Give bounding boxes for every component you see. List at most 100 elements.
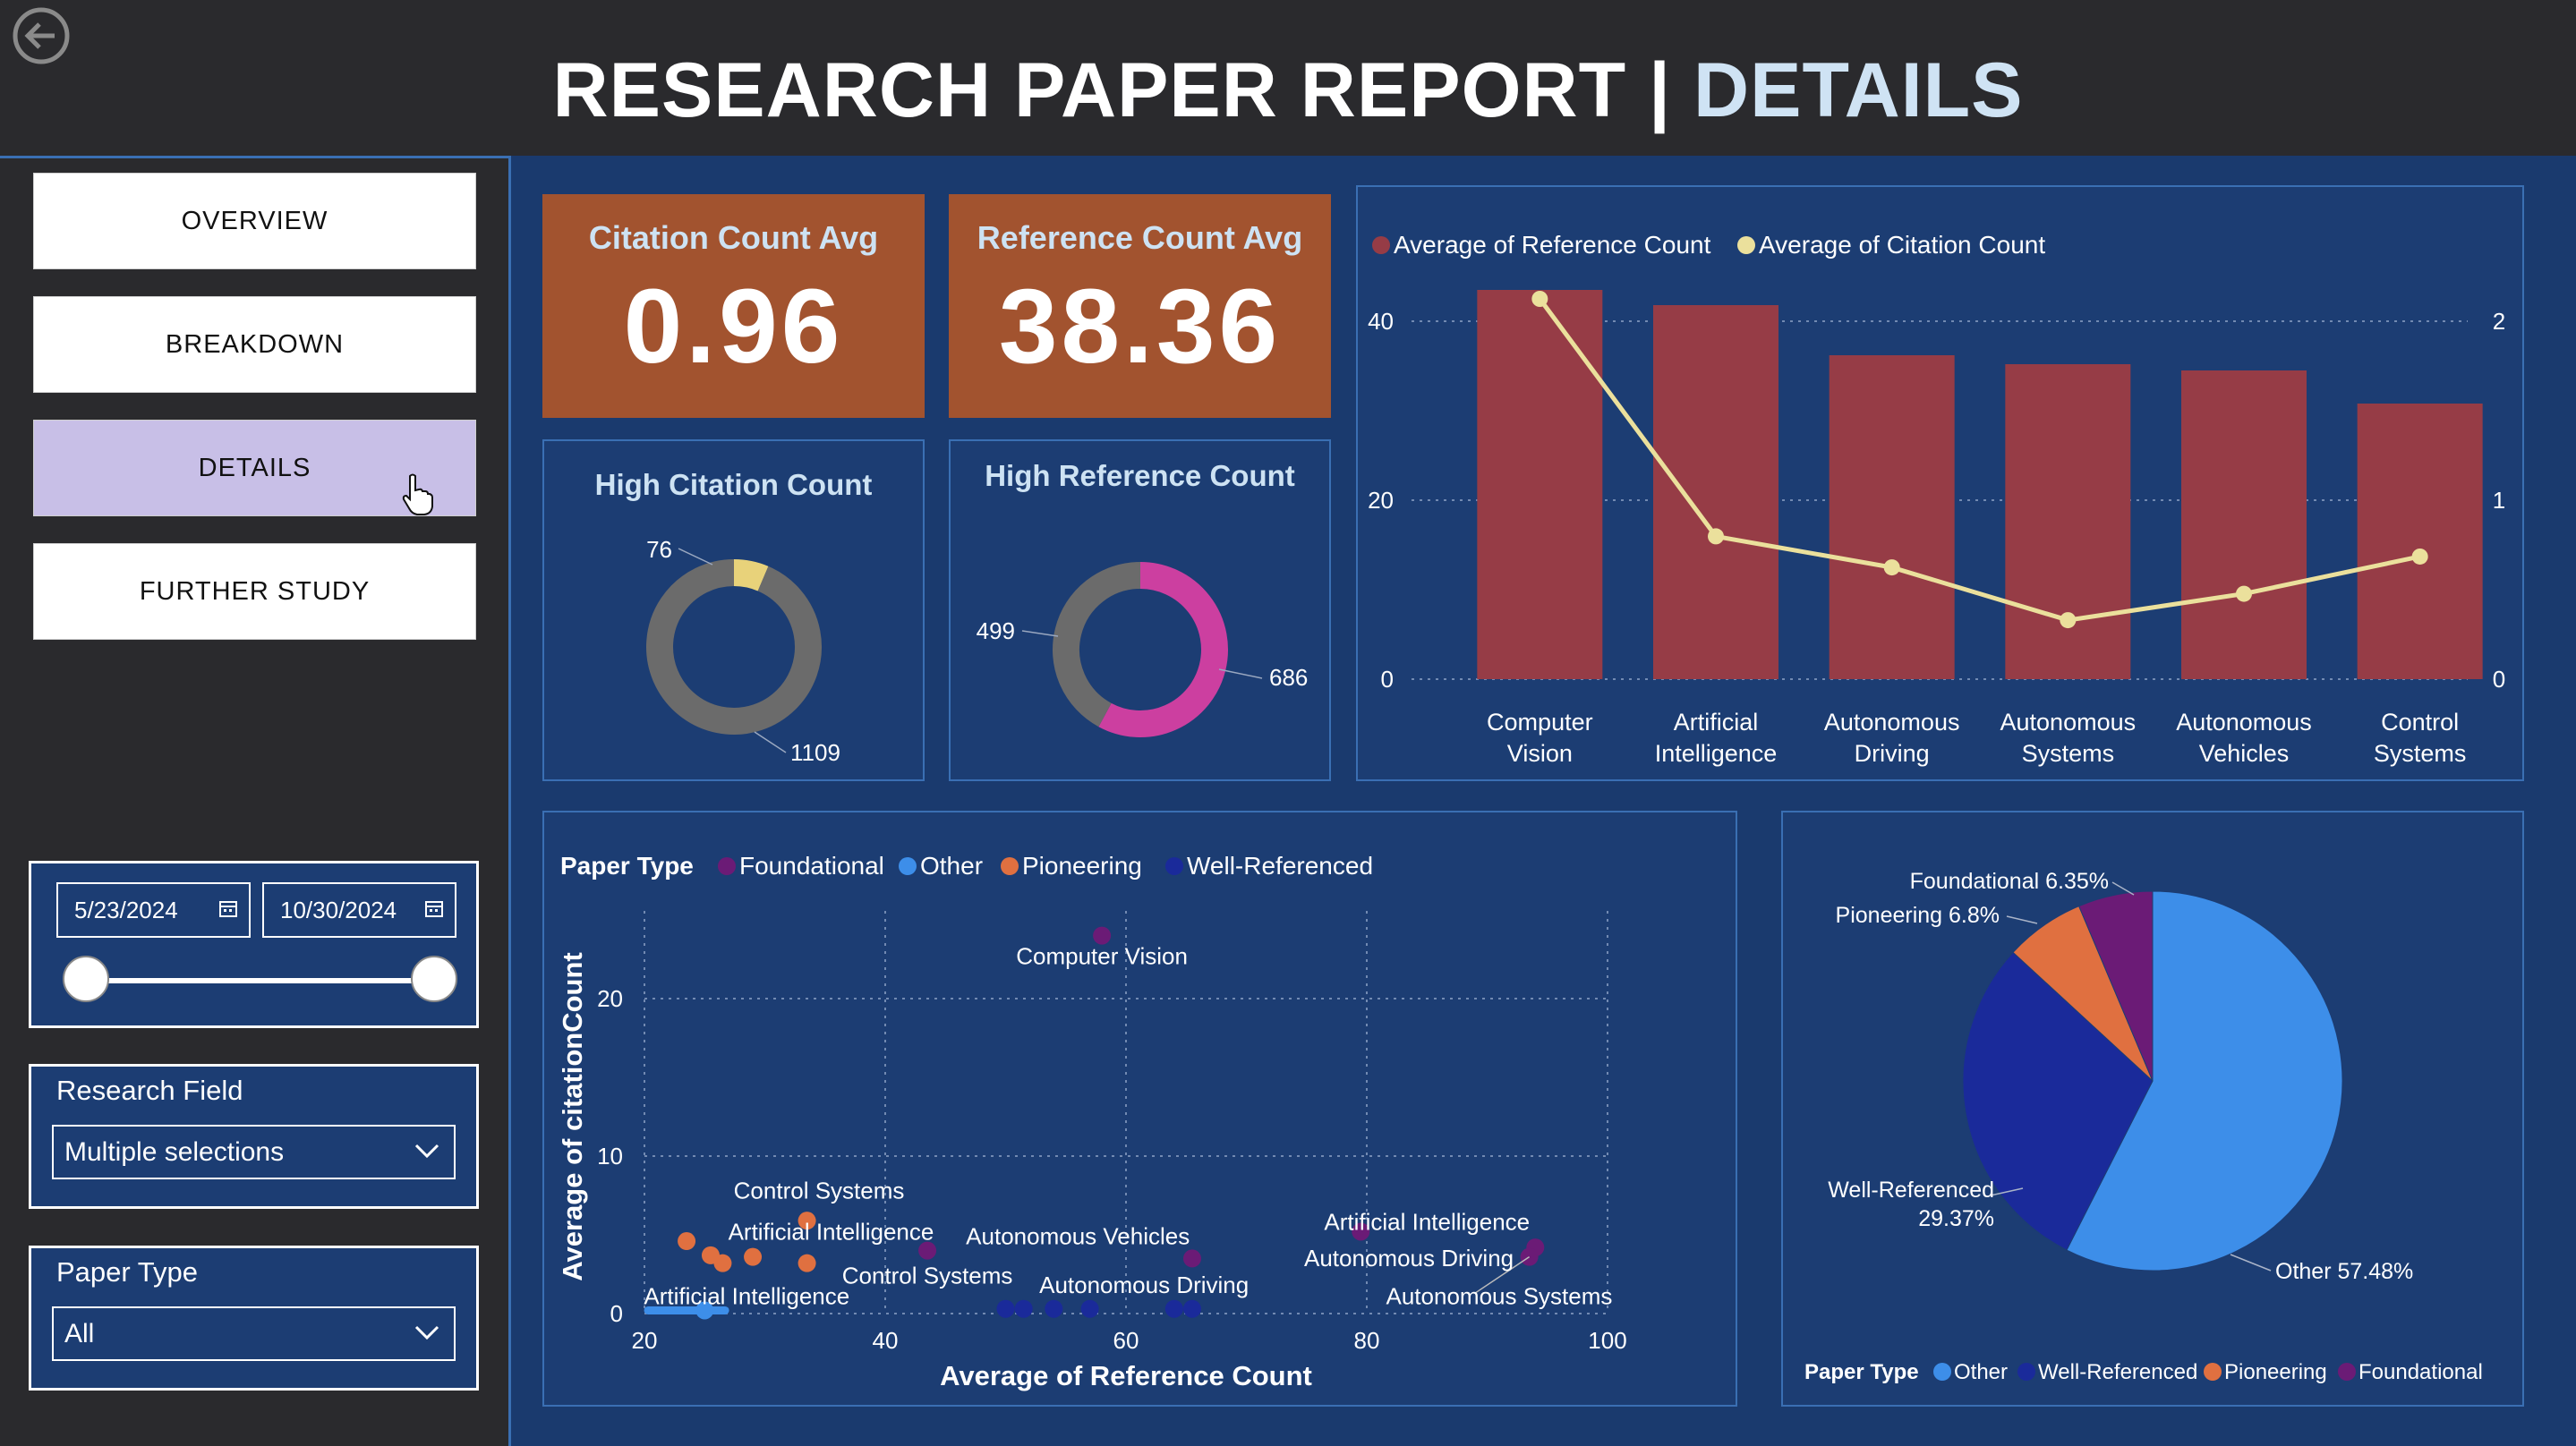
bar [1653, 305, 1778, 679]
scatter-legend-swatch [718, 857, 736, 875]
page-title: RESEARCH PAPER REPORT | DETAILS [0, 47, 2576, 135]
citation-point [1531, 291, 1548, 307]
left-axis-tick: 0 [1381, 666, 1394, 693]
pie-data-label: 29.37% [1918, 1206, 1994, 1231]
pie-leader-line [2111, 881, 2135, 896]
scatter-annotation: Artificial Intelligence [644, 1282, 849, 1309]
pie-legend-label: Foundational [2358, 1360, 2483, 1384]
end-date-value: 10/30/2024 [280, 896, 397, 923]
hand-cursor-icon [402, 473, 433, 515]
bar [2181, 370, 2307, 679]
paper-type-title: Paper Type [56, 1256, 198, 1288]
high-reference-count-card: High Reference Count 686 499 [949, 439, 1331, 781]
kpi-label: Reference Count Avg [977, 219, 1303, 256]
donut-segment [1053, 562, 1141, 727]
citation-point [1708, 528, 1724, 545]
calendar-icon[interactable] [424, 898, 444, 918]
legend-reference-label: Average of Reference Count [1394, 231, 1711, 259]
research-field-dropdown[interactable]: Multiple selections [52, 1125, 456, 1179]
bar [2005, 364, 2131, 679]
left-axis-tick: 40 [1368, 308, 1394, 335]
start-date-value: 5/23/2024 [74, 896, 178, 923]
high-reference-donut[interactable]: 686 499 [951, 441, 1329, 779]
pie-slice [2066, 890, 2343, 1272]
donut-segment [733, 559, 769, 591]
reference-count-avg-card: Reference Count Avg 38.36 [949, 194, 1331, 418]
kpi-value: 38.36 [998, 268, 1282, 386]
pie-legend-swatch [1933, 1363, 1951, 1381]
scatter-annotation: Autonomous Driving [1039, 1272, 1249, 1298]
citation-line [1538, 297, 2421, 623]
pie-legend-swatch [2204, 1363, 2222, 1381]
scatter-point [996, 1299, 1015, 1318]
kpi-label: Citation Count Avg [588, 219, 879, 256]
paper-type-pie-card: Other 57.48% Well-Referenced 29.37% Pioneer… [1781, 811, 2524, 1407]
category-label-line2: Vehicles [2199, 740, 2290, 767]
category-label-line1: Autonomous [2176, 709, 2312, 736]
end-date-input[interactable]: 10/30/2024 [262, 882, 456, 938]
scatter-point [1080, 1299, 1099, 1318]
chevron-down-icon[interactable] [414, 1142, 440, 1160]
y-axis-tick: 0 [610, 1300, 623, 1327]
start-date-input[interactable]: 5/23/2024 [56, 882, 251, 938]
pie-slice [1962, 951, 2154, 1251]
scatter-leader-line [1474, 1256, 1530, 1294]
paper-type-dropdown[interactable]: All [52, 1306, 456, 1361]
title-main: RESEARCH PAPER REPORT | [552, 47, 1693, 133]
scatter-point [1164, 1299, 1183, 1318]
nav-details-button[interactable]: DETAILS [33, 420, 476, 516]
category-label-line2: Systems [2374, 740, 2467, 767]
nav-breakdown-label: BREAKDOWN [165, 329, 345, 359]
scatter-chart-svg[interactable]: Paper Type Foundational Other Pioneering Wel… [544, 812, 1736, 1405]
category-label-line2: Driving [1855, 740, 1930, 767]
paper-type-value: All [64, 1318, 95, 1348]
scatter-annotation: Artificial Intelligence [1324, 1209, 1530, 1236]
date-slider-end-handle[interactable] [411, 956, 457, 1002]
pie-leader-line [1990, 1187, 2024, 1196]
right-axis-tick: 1 [2493, 487, 2505, 514]
calendar-icon[interactable] [218, 898, 238, 918]
bar [1477, 290, 1603, 679]
category-label-line1: Control [2381, 709, 2459, 736]
pie-data-label: Pioneering 6.8% [1836, 903, 2000, 928]
category-label-line2: Vision [1507, 740, 1573, 767]
back-button[interactable] [13, 7, 70, 64]
scatter-point [713, 1254, 732, 1272]
scatter-annotation: Autonomous Vehicles [966, 1223, 1190, 1250]
date-slider-start-handle[interactable] [63, 956, 109, 1002]
donut-leader-line [1021, 630, 1059, 637]
nav-breakdown-button[interactable]: BREAKDOWN [33, 296, 476, 393]
date-slider-track[interactable] [88, 978, 435, 983]
pie-legend-swatch [2017, 1363, 2035, 1381]
scatter-chart-card: Paper Type Foundational Other Pioneering Wel… [542, 811, 1737, 1407]
right-axis-tick: 0 [2493, 666, 2505, 693]
back-arrow-icon [13, 7, 70, 64]
nav-further-study-button[interactable]: FURTHER STUDY [33, 543, 476, 640]
donut-leader-line [678, 548, 713, 566]
scatter-annotation: Autonomous Systems [1386, 1282, 1613, 1309]
chevron-down-icon[interactable] [414, 1323, 440, 1341]
donut-leader-line [754, 731, 787, 753]
x-axis-tick: 80 [1354, 1327, 1380, 1354]
y-axis-tick: 10 [597, 1143, 623, 1170]
donut-segment [1098, 562, 1228, 737]
nav-overview-button[interactable]: OVERVIEW [33, 173, 476, 269]
legend-citation-label: Average of Citation Count [1759, 231, 2045, 259]
category-label-line2: Intelligence [1655, 740, 1778, 767]
pie-legend-label: Other [1954, 1360, 2008, 1384]
pie-leader-line [2230, 1254, 2272, 1272]
scatter-point [1014, 1299, 1033, 1318]
donut-segment [646, 559, 822, 735]
category-label-line1: Autonomous [2000, 709, 2137, 736]
high-citation-donut[interactable]: 76 1109 [544, 441, 923, 779]
kpi-value: 0.96 [623, 268, 844, 386]
combo-chart-svg[interactable]: Average of Reference Count Average of Cit… [1358, 187, 2522, 779]
scatter-point [798, 1254, 816, 1272]
pie-chart-svg[interactable]: Other 57.48% Well-Referenced 29.37% Pioneer… [1783, 812, 2522, 1405]
nav-details-label: DETAILS [198, 453, 311, 482]
category-label-line1: Computer [1487, 709, 1593, 736]
citation-count-avg-card: Citation Count Avg 0.96 [542, 194, 925, 418]
category-label-line2: Systems [2022, 740, 2115, 767]
citation-point [2411, 548, 2428, 565]
category-label-line1: Autonomous [1824, 709, 1960, 736]
